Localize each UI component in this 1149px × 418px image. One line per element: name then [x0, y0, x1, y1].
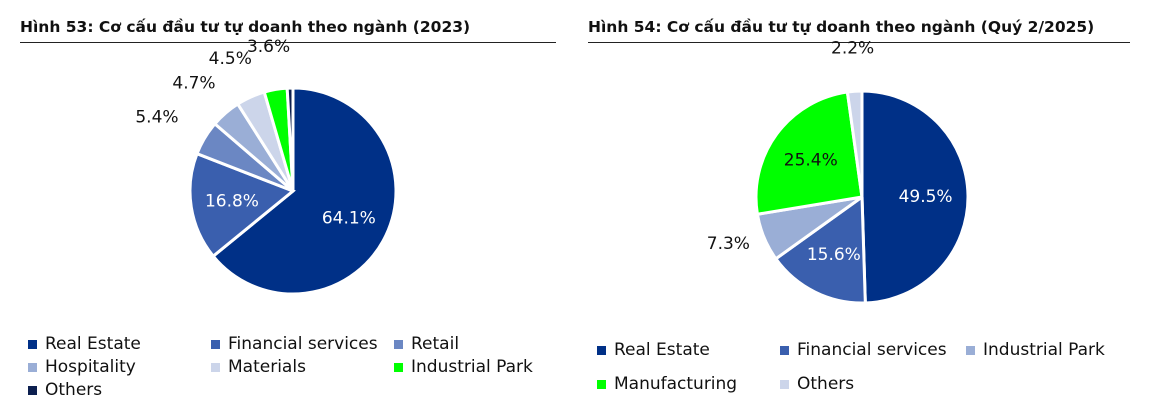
- legend-label: Real Estate: [45, 334, 141, 354]
- legend-label: Industrial Park: [411, 357, 533, 377]
- data-label: 16.8%: [205, 192, 259, 212]
- chart-title-1: Hình 53: Cơ cấu đầu tư tự doanh theo ngà…: [20, 18, 556, 43]
- legend-swatch: [28, 385, 37, 395]
- data-label: 7.3%: [707, 234, 750, 254]
- data-label: 25.4%: [784, 150, 838, 170]
- legend-swatch: [780, 379, 789, 389]
- legend-item: Others: [780, 374, 854, 394]
- legend-swatch: [966, 345, 975, 355]
- legend-label: Others: [45, 380, 103, 400]
- pie-slice-manufacturing: [754, 90, 864, 216]
- legend-label: Manufacturing: [614, 374, 738, 394]
- pie-slice-real-estate: [211, 86, 398, 296]
- legend-item: Hospitality: [28, 357, 136, 377]
- data-label: 49.5%: [899, 187, 953, 207]
- data-label: 4.7%: [172, 73, 215, 93]
- legend-label: Hospitality: [45, 357, 136, 377]
- legend-item: Financial services: [780, 340, 947, 360]
- legend-item: Real Estate: [28, 334, 141, 354]
- legend-label: Retail: [411, 334, 460, 354]
- legend-item: Financial services: [211, 334, 378, 354]
- chart-title-2: Hình 54: Cơ cấu đầu tư tự doanh theo ngà…: [588, 18, 1130, 43]
- legend-label: Materials: [228, 357, 306, 377]
- data-label: 15.6%: [807, 245, 861, 265]
- pie-slice-real-estate: [860, 89, 970, 305]
- legend-item: Materials: [211, 357, 306, 377]
- chart-panel-1: Hình 53: Cơ cấu đầu tư tự doanh theo ngà…: [20, 0, 556, 418]
- legend-swatch: [211, 362, 220, 372]
- pie-slice-others: [845, 89, 864, 198]
- legend-label: Industrial Park: [983, 340, 1105, 360]
- legend-swatch: [394, 362, 403, 372]
- data-label: 4.5%: [209, 49, 252, 69]
- legend-swatch: [597, 379, 606, 389]
- legend-label: Financial services: [228, 334, 378, 354]
- legend-swatch: [211, 339, 220, 349]
- data-label: 64.1%: [322, 208, 376, 228]
- legend-item: Others: [28, 380, 102, 400]
- data-label: 3.6%: [247, 37, 290, 57]
- data-label: 2.2%: [831, 38, 874, 58]
- legend-swatch: [28, 362, 37, 372]
- legend-item: Industrial Park: [394, 357, 533, 377]
- legend-item: Retail: [394, 334, 459, 354]
- legend-swatch: [28, 339, 37, 349]
- legend-label: Others: [797, 374, 855, 394]
- data-label: 5.4%: [135, 108, 178, 128]
- pie-slice-financial-services: [773, 194, 867, 305]
- legend-label: Real Estate: [614, 340, 710, 360]
- chart-panel-2: Hình 54: Cơ cấu đầu tư tự doanh theo ngà…: [588, 0, 1130, 418]
- legend-item: Real Estate: [597, 340, 710, 360]
- legend-item: Industrial Park: [966, 340, 1105, 360]
- legend-swatch: [597, 345, 606, 355]
- pie-slice-financial-services: [188, 151, 296, 259]
- legend-swatch: [394, 339, 403, 349]
- pie-slice-others: [285, 86, 295, 192]
- legend-swatch: [780, 345, 789, 355]
- legend-item: Manufacturing: [597, 374, 737, 394]
- legend-label: Financial services: [797, 340, 947, 360]
